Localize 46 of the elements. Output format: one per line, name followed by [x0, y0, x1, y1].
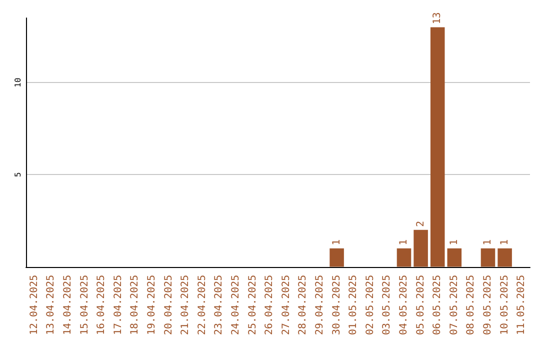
y-tick-label: 5: [14, 172, 22, 178]
x-tick-label: 10.05.2025: [499, 274, 510, 336]
x-tick-label: 04.05.2025: [398, 274, 410, 336]
x-tick-label: 09.05.2025: [482, 274, 494, 336]
bar: [396, 248, 412, 267]
x-tick-label: 06.05.2025: [432, 274, 444, 336]
data-label: 13: [432, 12, 444, 24]
data-label: 1: [482, 239, 494, 246]
x-tick-label: 17.04.2025: [112, 274, 124, 336]
x-tick-label: 01.05.2025: [348, 274, 360, 336]
x-tick-label: 05.05.2025: [415, 274, 426, 336]
x-tick-label: 28.04.2025: [298, 274, 309, 336]
x-tick-label: 23.04.2025: [214, 274, 225, 336]
x-tick-label: 19.04.2025: [146, 274, 158, 336]
x-tick-label: 26.04.2025: [264, 274, 276, 336]
data-label: 2: [415, 220, 426, 227]
bar: [480, 248, 496, 267]
x-tick-label: 15.04.2025: [79, 274, 90, 336]
x-tick-label: 18.04.2025: [130, 274, 141, 336]
x-tick-label: 27.04.2025: [280, 274, 292, 336]
bar: [414, 230, 428, 267]
x-tick-label: 13.04.2025: [46, 274, 57, 336]
x-tick-label: 30.04.2025: [331, 274, 342, 336]
bar: [447, 248, 462, 267]
x-tick-label: 22.04.2025: [196, 274, 208, 336]
data-label: 1: [331, 239, 342, 246]
x-tick-label: 03.05.2025: [382, 274, 393, 336]
x-tick-label: 02.05.2025: [364, 274, 376, 336]
x-tick-label: 08.05.2025: [466, 274, 477, 336]
x-tick-label: 11.05.2025: [516, 274, 528, 336]
data-label: 1: [398, 239, 410, 246]
data-label: 1: [499, 239, 510, 246]
x-tick-label: 25.04.2025: [247, 274, 258, 336]
x-tick-label: 07.05.2025: [448, 274, 460, 336]
x-tick-label: 24.04.2025: [230, 274, 242, 336]
bar: [430, 27, 445, 267]
y-tick-label: 10: [14, 78, 22, 88]
data-label: 1: [448, 239, 460, 246]
bar: [330, 248, 344, 267]
x-tick-label: 20.04.2025: [163, 274, 174, 336]
x-tick-label: 29.04.2025: [314, 274, 326, 336]
x-tick-label: 12.04.2025: [28, 274, 40, 336]
bar: [498, 248, 512, 267]
x-tick-label: 14.04.2025: [62, 274, 74, 336]
x-tick-label: 21.04.2025: [180, 274, 192, 336]
x-tick-label: 16.04.2025: [96, 274, 108, 336]
